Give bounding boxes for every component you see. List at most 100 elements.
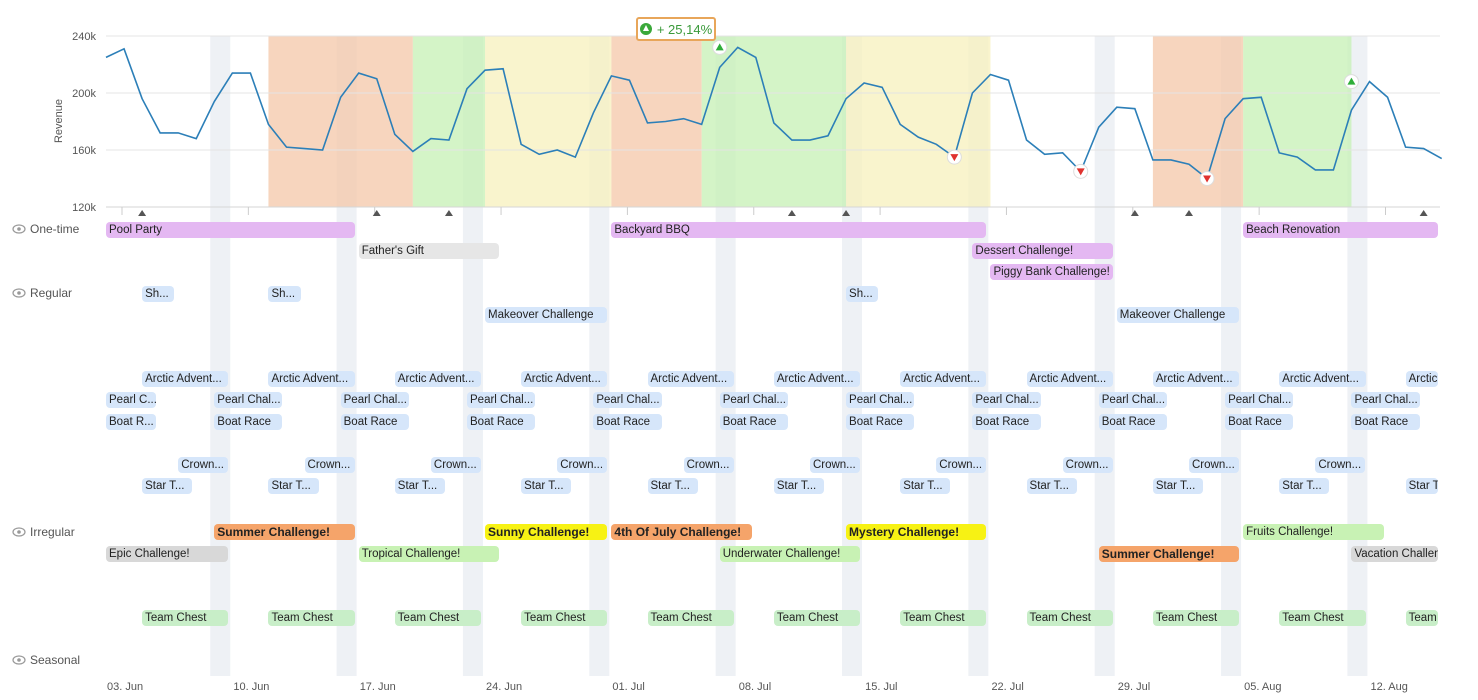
event-bar[interactable]: Crown... bbox=[430, 457, 482, 473]
event-bar[interactable]: Piggy Bank Challenge! bbox=[990, 264, 1113, 280]
event-bar[interactable]: Pearl Chal... bbox=[1225, 392, 1294, 408]
y-axis-label: Revenue bbox=[53, 99, 65, 143]
eye-icon[interactable] bbox=[12, 224, 26, 234]
event-bar[interactable]: Team Chest bbox=[1279, 610, 1366, 626]
event-bar[interactable]: Boat Race bbox=[214, 414, 283, 430]
event-bar[interactable]: Team Chest bbox=[394, 610, 482, 626]
event-bar[interactable]: Star T... bbox=[900, 478, 951, 494]
event-bar[interactable]: Arctic Advent... bbox=[773, 371, 861, 387]
event-bar[interactable]: Mystery Challenge! bbox=[846, 524, 987, 540]
event-bar[interactable]: Arctic Advent... bbox=[900, 371, 987, 387]
event-bar[interactable]: Crown... bbox=[557, 457, 608, 473]
eye-icon[interactable] bbox=[12, 655, 26, 665]
event-bar[interactable]: Star T... bbox=[1026, 478, 1077, 494]
event-bar[interactable]: Star T bbox=[1405, 478, 1438, 494]
event-bar[interactable]: Team Chest bbox=[268, 610, 355, 626]
event-bar[interactable]: Vacation Challen bbox=[1351, 546, 1438, 562]
event-bar[interactable]: Summer Challenge! bbox=[214, 524, 355, 540]
event-bar[interactable]: Boat Race bbox=[972, 414, 1041, 430]
event-bar[interactable]: Team Chest bbox=[1026, 610, 1113, 626]
row-label-irregular[interactable]: Irregular bbox=[12, 525, 75, 539]
event-bar[interactable]: Crown... bbox=[683, 457, 734, 473]
row-label-one-time[interactable]: One-time bbox=[12, 222, 79, 236]
event-bar[interactable]: Star T... bbox=[773, 478, 824, 494]
event-bar[interactable]: Fruits Challenge! bbox=[1243, 524, 1384, 540]
event-bar[interactable]: Boat Race bbox=[593, 414, 662, 430]
row-label-seasonal[interactable]: Seasonal bbox=[12, 653, 80, 667]
event-bar[interactable]: Star T... bbox=[1152, 478, 1204, 494]
event-bar[interactable]: Star T... bbox=[142, 478, 193, 494]
event-bar[interactable]: Star T... bbox=[1279, 478, 1330, 494]
event-bar[interactable]: Crown... bbox=[1189, 457, 1240, 473]
event-bar[interactable]: Pearl Chal... bbox=[340, 392, 409, 408]
eye-icon[interactable] bbox=[12, 527, 26, 537]
event-bar[interactable]: Sh... bbox=[268, 286, 301, 302]
event-bar[interactable]: Team Chest bbox=[142, 610, 229, 626]
event-start-arrow bbox=[138, 210, 147, 216]
event-bar[interactable]: Pool Party bbox=[106, 222, 355, 238]
event-bar[interactable]: Arctic Advent... bbox=[1279, 371, 1366, 387]
event-bar[interactable]: Pearl C... bbox=[106, 392, 157, 408]
event-bar[interactable]: Crown... bbox=[1315, 457, 1366, 473]
row-label-regular[interactable]: Regular bbox=[12, 286, 72, 300]
event-bar[interactable]: Makeover Challenge bbox=[1116, 307, 1240, 323]
event-bar[interactable]: Boat Race bbox=[467, 414, 536, 430]
event-bar[interactable]: 4th Of July Challenge! bbox=[611, 524, 752, 540]
event-bar[interactable]: Arctic Advent... bbox=[647, 371, 734, 387]
event-bar[interactable]: Crown... bbox=[936, 457, 987, 473]
peak-arrow-icon bbox=[715, 43, 724, 51]
event-bar[interactable]: Star T... bbox=[647, 478, 698, 494]
event-bar[interactable]: Star T... bbox=[268, 478, 319, 494]
event-bar[interactable]: Makeover Challenge bbox=[485, 307, 608, 323]
event-bar[interactable]: Underwater Challenge! bbox=[719, 546, 861, 562]
event-bar[interactable]: Team Chest bbox=[900, 610, 987, 626]
event-bar[interactable]: Boat Race bbox=[719, 414, 788, 430]
event-bar[interactable]: Sh... bbox=[142, 286, 175, 302]
event-bar[interactable]: Star T... bbox=[521, 478, 572, 494]
event-bar[interactable]: Backyard BBQ bbox=[611, 222, 987, 238]
event-start-arrow bbox=[1419, 210, 1428, 216]
event-bar[interactable]: Arctic Advent... bbox=[268, 371, 355, 387]
event-bar[interactable]: Summer Challenge! bbox=[1098, 546, 1240, 562]
event-bar[interactable]: Arctic Advent... bbox=[521, 371, 608, 387]
event-bar[interactable]: Pearl Chal... bbox=[1098, 392, 1167, 408]
x-tick-label: 05. Aug bbox=[1244, 681, 1281, 693]
event-bar[interactable]: Arctic Advent... bbox=[142, 371, 229, 387]
row-label-text: Seasonal bbox=[30, 653, 81, 667]
event-bar[interactable]: Crown... bbox=[178, 457, 229, 473]
event-bar[interactable]: Arctic bbox=[1405, 371, 1438, 387]
event-bar[interactable]: Boat Race bbox=[340, 414, 409, 430]
event-bar[interactable]: Pearl Chal... bbox=[846, 392, 915, 408]
eye-icon[interactable] bbox=[12, 288, 26, 298]
event-bar[interactable]: Crown... bbox=[809, 457, 861, 473]
event-bar[interactable]: Boat Race bbox=[1098, 414, 1167, 430]
event-bar[interactable]: Dessert Challenge! bbox=[972, 243, 1113, 259]
event-bar[interactable]: Tropical Challenge! bbox=[358, 546, 500, 562]
event-bar[interactable]: Epic Challenge! bbox=[106, 546, 229, 562]
event-bar[interactable]: Crown... bbox=[304, 457, 355, 473]
event-bar[interactable]: Pearl Chal... bbox=[719, 392, 788, 408]
event-bar[interactable]: Pearl Chal... bbox=[467, 392, 536, 408]
event-bar[interactable]: Beach Renovation bbox=[1243, 222, 1438, 238]
event-bar[interactable]: Pearl Chal... bbox=[1351, 392, 1420, 408]
event-bar[interactable]: Team bbox=[1405, 610, 1438, 626]
event-bar[interactable]: Pearl Chal... bbox=[972, 392, 1041, 408]
event-bar[interactable]: Arctic Advent... bbox=[1026, 371, 1113, 387]
event-bar[interactable]: Father's Gift bbox=[358, 243, 500, 259]
event-bar[interactable]: Arctic Advent... bbox=[1152, 371, 1240, 387]
event-bar[interactable]: Sh... bbox=[846, 286, 879, 302]
event-bar[interactable]: Team Chest bbox=[773, 610, 861, 626]
event-bar[interactable]: Boat Race bbox=[846, 414, 915, 430]
event-bar[interactable]: Sunny Challenge! bbox=[485, 524, 608, 540]
event-bar[interactable]: Boat R... bbox=[106, 414, 157, 430]
event-bar[interactable]: Star T... bbox=[394, 478, 445, 494]
event-bar[interactable]: Pearl Chal... bbox=[593, 392, 662, 408]
event-bar[interactable]: Team Chest bbox=[647, 610, 734, 626]
event-bar[interactable]: Pearl Chal... bbox=[214, 392, 283, 408]
event-bar[interactable]: Boat Race bbox=[1351, 414, 1420, 430]
event-bar[interactable]: Boat Race bbox=[1225, 414, 1294, 430]
event-bar[interactable]: Team Chest bbox=[1152, 610, 1240, 626]
event-bar[interactable]: Arctic Advent... bbox=[394, 371, 482, 387]
event-bar[interactable]: Team Chest bbox=[521, 610, 608, 626]
event-bar[interactable]: Crown... bbox=[1062, 457, 1113, 473]
